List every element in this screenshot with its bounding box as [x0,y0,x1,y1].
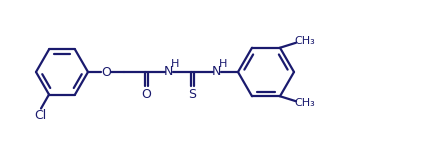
Text: N: N [211,65,221,77]
Text: O: O [101,66,111,78]
Text: CH₃: CH₃ [295,98,315,108]
Text: N: N [163,65,173,77]
Text: Cl: Cl [34,109,46,122]
Text: CH₃: CH₃ [295,36,315,46]
Text: O: O [141,87,151,101]
Text: H: H [219,59,227,69]
Text: S: S [188,87,196,101]
Text: H: H [171,59,179,69]
